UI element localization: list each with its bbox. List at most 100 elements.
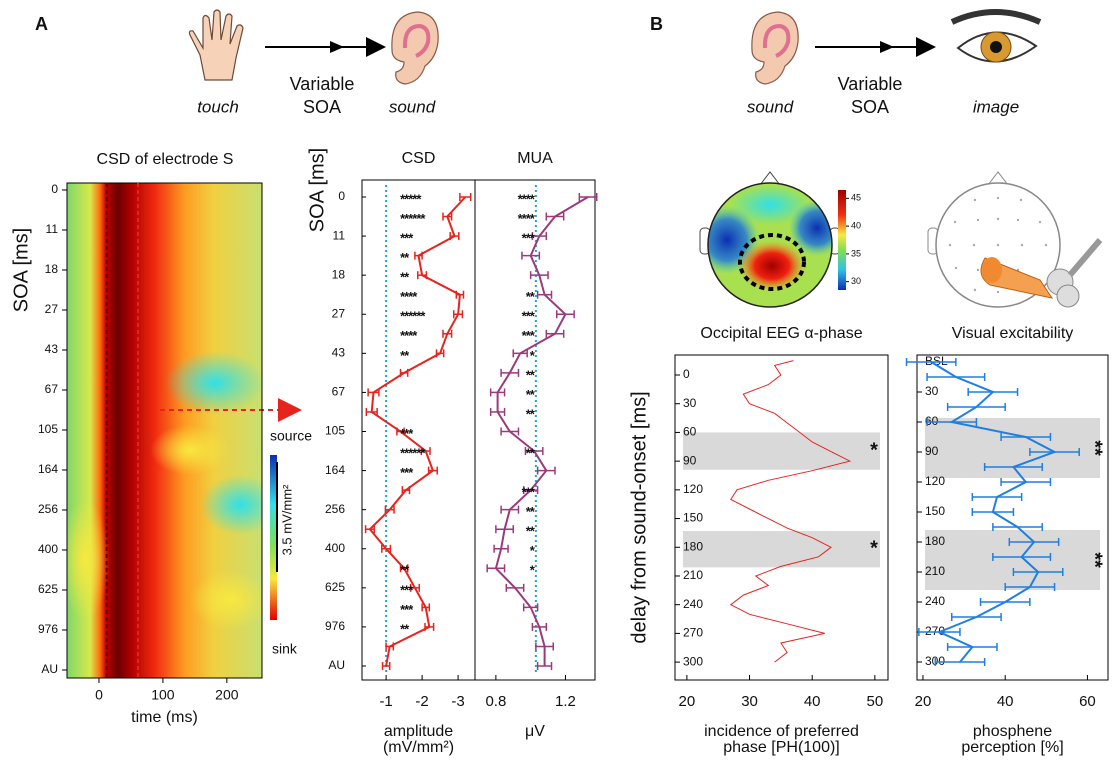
y-tick-label: 30 xyxy=(683,396,697,410)
chart-title: CSD of electrode S xyxy=(97,151,234,168)
significance-label: *** xyxy=(522,485,536,500)
y-tick-label: 27 xyxy=(332,306,346,320)
significance-label: ** xyxy=(400,270,410,285)
significance-label: **** xyxy=(518,191,536,206)
significance-label: ****** xyxy=(400,445,426,460)
y-tick-label: 400 xyxy=(38,542,58,556)
y-tick-label: 43 xyxy=(332,346,346,360)
y-tick-label: 60 xyxy=(925,414,939,428)
hand-icon xyxy=(188,9,244,81)
y-tick-label: 0 xyxy=(338,189,345,203)
colorbar-tick-label: 35 xyxy=(851,248,861,258)
significance-label: *** xyxy=(400,426,414,441)
y-tick-label: 0 xyxy=(683,367,690,381)
significance-label: * xyxy=(870,439,878,461)
significance-label: ****** xyxy=(400,309,426,324)
x-axis-label: incidence of preferred xyxy=(704,723,859,740)
y-tick-label: 164 xyxy=(325,463,345,477)
data-line xyxy=(494,196,589,666)
significance-label: **** xyxy=(518,211,536,226)
ear-icon xyxy=(751,11,799,85)
x-axis-label: (mV/mm²) xyxy=(383,739,454,756)
x-tick-label: 60 xyxy=(1079,693,1096,710)
significance-label: ** xyxy=(400,563,410,578)
plot-frame xyxy=(916,354,1109,681)
highlight-band xyxy=(925,418,1100,478)
x-tick-label: 50 xyxy=(867,693,884,710)
y-tick-label: 105 xyxy=(325,424,345,438)
schema-text: SOA xyxy=(303,97,341,117)
y-tick-label: 400 xyxy=(325,541,345,555)
x-tick-label: 40 xyxy=(804,693,821,710)
schema-text: image xyxy=(973,97,1019,116)
significance-label: * xyxy=(530,348,536,363)
plot-frame xyxy=(674,354,889,681)
significance-label: ****** xyxy=(400,211,426,226)
significance-label: *** xyxy=(400,465,414,480)
significance-label: ** xyxy=(526,406,536,421)
y-axis-label: delay from sound-onset [ms] xyxy=(628,391,650,643)
x-tick-label: 0.8 xyxy=(485,693,506,710)
y-tick-label: 625 xyxy=(38,582,58,596)
chart-title: MUA xyxy=(517,150,553,167)
plot-frame xyxy=(474,179,596,681)
x-axis-label: μV xyxy=(525,723,545,740)
data-line xyxy=(368,196,467,667)
significance-label: ** xyxy=(526,387,536,402)
heatmap-image xyxy=(67,183,262,678)
y-tick-label: 105 xyxy=(38,422,58,436)
x-axis-label: phase [PH(100)] xyxy=(723,739,840,756)
y-tick-label: 90 xyxy=(683,453,697,467)
x-tick-label: -3 xyxy=(451,693,464,710)
eye-icon xyxy=(950,9,1042,63)
y-tick-label: 120 xyxy=(683,482,703,496)
significance-label: ** xyxy=(526,445,536,460)
y-tick-label: 164 xyxy=(38,462,58,476)
schema-text: Variable xyxy=(290,74,355,94)
significance-label: *** xyxy=(400,602,414,617)
x-tick-label: -2 xyxy=(415,693,428,710)
plot-frame xyxy=(66,182,263,679)
significance-label: ** xyxy=(526,524,536,539)
x-tick-label: 0 xyxy=(95,687,103,703)
y-tick-label: 60 xyxy=(683,425,697,439)
significance-label: *** xyxy=(400,231,414,246)
y-tick-label: 30 xyxy=(925,384,939,398)
highlight-band xyxy=(925,530,1100,590)
y-tick-label: 625 xyxy=(325,580,345,594)
significance-label: ** xyxy=(1084,552,1106,568)
colorbar-label: 3.5 mV/mm² xyxy=(279,484,294,555)
x-tick-label: 1.2 xyxy=(555,693,576,710)
significance-label: * xyxy=(530,543,536,558)
y-tick-label: 256 xyxy=(325,502,345,516)
x-axis-label: phosphene xyxy=(973,723,1052,740)
y-tick-label: 120 xyxy=(925,474,945,488)
y-tick-label: 256 xyxy=(38,502,58,516)
y-tick-label: 210 xyxy=(683,568,703,582)
x-tick-label: 20 xyxy=(915,693,932,710)
arrow-head xyxy=(880,41,894,53)
colorbar-tick-label: 45 xyxy=(851,193,861,203)
schema-text: touch xyxy=(197,97,239,116)
y-tick-label: 240 xyxy=(683,597,703,611)
y-tick-label: 11 xyxy=(46,222,59,236)
y-tick-label: 67 xyxy=(332,385,346,399)
x-tick-label: 200 xyxy=(215,687,239,703)
panel-label: A xyxy=(35,14,48,34)
chart-title: Visual excitability xyxy=(952,325,1074,342)
y-tick-label: 11 xyxy=(333,228,346,242)
y-axis-label: SOA [ms] xyxy=(306,148,328,232)
y-tick-label: 976 xyxy=(38,622,58,636)
schema-text: sound xyxy=(389,97,436,116)
significance-label: ***** xyxy=(400,191,422,206)
colorbar-tick-label: 40 xyxy=(851,220,861,230)
schema-text: Variable xyxy=(838,74,903,94)
significance-label: ** xyxy=(400,621,410,636)
significance-label: ** xyxy=(400,348,410,363)
y-tick-label: 210 xyxy=(925,564,945,578)
significance-label: ** xyxy=(400,250,410,265)
x-tick-label: 100 xyxy=(151,687,175,703)
colorbar-tick-label: 30 xyxy=(851,276,861,286)
x-tick-label: -1 xyxy=(379,693,392,710)
